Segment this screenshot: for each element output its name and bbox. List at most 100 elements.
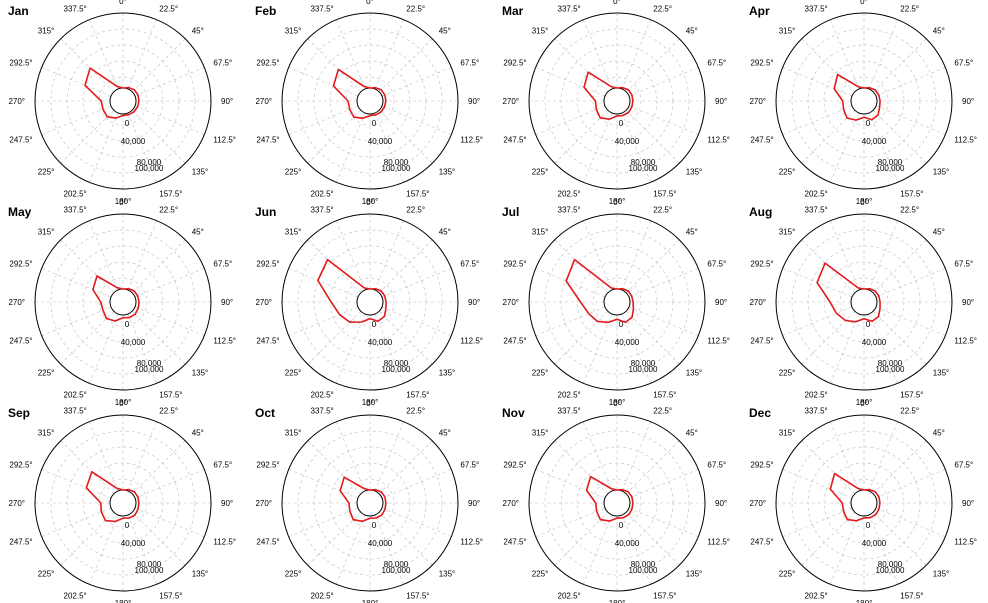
angle-tick-label: 180° [362,197,379,206]
radial-tick-label: 80,000 [384,359,409,368]
grid-spoke [875,306,946,336]
radial-tick-label: 100,000 [382,566,411,575]
angle-tick-label: 112.5° [954,336,977,345]
grid-spoke [134,469,205,499]
radial-tick-label: 80,000 [631,359,656,368]
grid-spoke [288,507,359,537]
grid-circle [297,28,443,174]
grid-spoke [554,38,609,93]
grid-spoke [872,239,927,294]
radial-tick-label: 40,000 [615,137,640,146]
angle-tick-label: 180° [609,599,626,603]
polar-plot: 0° 22.5° 45° 67.5° 90° 112.5° 135° 157.5° 180° 20… [8,0,236,206]
angle-tick-label: 135° [686,168,703,177]
grid-spoke [374,220,404,291]
angle-tick-label: 315° [779,26,796,35]
grid-spoke [628,268,699,298]
grid-spoke [374,112,404,183]
angle-tick-label: 292.5° [9,461,32,470]
angle-tick-label: 22.5° [900,5,919,14]
grid-spoke [583,112,613,183]
grid-spoke [554,239,609,294]
grid-spoke [583,313,613,384]
grid-spoke [875,469,946,499]
grid-spoke [625,109,680,164]
outer-circle [34,213,212,391]
grid-circle [544,229,690,375]
inner-circle [850,87,878,115]
radial-tick-label: 40,000 [121,539,146,548]
grid-circle [345,277,395,327]
angle-tick-label: 45° [933,26,945,35]
polar-panel-may: May 0° 22.5° 45° 67.5° 90° 112.5° 135° 157.5° 180… [0,198,247,407]
grid-spoke [628,507,699,537]
grid-spoke [336,112,366,183]
grid-circle [50,229,196,375]
angle-tick-label: 337.5° [311,407,334,416]
grid-spoke [60,310,115,365]
angle-tick-label: 225° [285,570,302,579]
radial-tick-label: 40,000 [368,539,393,548]
angle-tick-label: 45° [933,227,945,236]
angle-tick-label: 22.5° [900,206,919,215]
grid-spoke [801,440,856,495]
grid-spoke [535,507,606,537]
angle-tick-label: 0° [613,198,621,207]
angle-tick-label: 135° [686,570,703,579]
radial-tick-label: 0 [866,521,871,530]
angle-tick-label: 225° [285,168,302,177]
grid-spoke [89,313,119,384]
grid-spoke [621,112,651,183]
angle-tick-label: 90° [962,97,974,106]
angle-tick-label: 67.5° [707,260,726,269]
grid-spoke [381,105,452,135]
angle-tick-label: 247.5° [9,135,32,144]
angle-tick-label: 22.5° [653,407,672,416]
polar-plot: 0° 22.5° 45° 67.5° 90° 112.5° 135° 157.5° 180° 20… [8,198,236,407]
grid-spoke [288,67,359,97]
angle-tick-label: 247.5° [750,135,773,144]
polar-panel-mar: Mar 0° 22.5° 45° 67.5° 90° 112.5° 135° 157.5° 180… [494,0,741,206]
grid-spoke [378,310,433,365]
grid-spoke [875,105,946,135]
grid-spoke [621,19,651,90]
angle-tick-label: 315° [38,428,55,437]
angle-tick-label: 202.5° [558,390,581,399]
angle-tick-label: 112.5° [707,336,730,345]
radial-tick-label: 0 [125,320,130,329]
inner-circle [850,288,878,316]
outer-circle [528,414,706,592]
radial-tick-label: 80,000 [878,560,903,569]
angle-tick-label: 337.5° [805,5,828,14]
panel-title: Apr [749,4,770,18]
angle-tick-label: 112.5° [213,537,236,546]
angle-tick-label: 22.5° [406,407,425,416]
angle-tick-label: 157.5° [406,591,429,600]
angle-tick-label: 225° [779,168,796,177]
angle-tick-label: 135° [192,168,209,177]
angle-tick-label: 270° [502,298,519,307]
angle-tick-label: 90° [221,97,233,106]
angle-tick-label: 45° [439,26,451,35]
radial-tick-label: 80,000 [384,158,409,167]
grid-spoke [307,310,362,365]
series-line [829,472,881,522]
angle-tick-label: 337.5° [805,407,828,416]
grid-spoke [41,105,112,135]
grid-spoke [868,19,898,90]
angle-tick-label: 202.5° [311,390,334,399]
outer-circle [528,213,706,391]
grid-spoke [554,310,609,365]
grid-spoke [378,239,433,294]
angle-tick-label: 180° [115,197,132,206]
grid-spoke [801,511,856,566]
radial-tick-label: 0 [372,521,377,530]
outer-circle [281,12,459,190]
grid-spoke [872,109,927,164]
grid-circle [791,229,937,375]
series-line [816,262,881,323]
grid-spoke [554,109,609,164]
grid-spoke [583,19,613,90]
grid-spoke [41,306,112,336]
grid-spoke [374,421,404,492]
